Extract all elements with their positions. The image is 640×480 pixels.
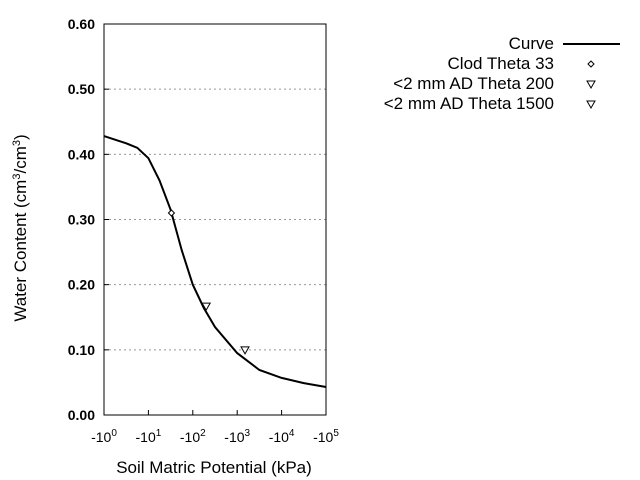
y-axis-title: Water Content (cm3/cm3) xyxy=(11,134,30,321)
legend-label: Clod Theta 33 xyxy=(448,54,554,73)
x-tick-label: -105 xyxy=(313,428,339,445)
data-point xyxy=(240,346,250,355)
data-point xyxy=(201,302,212,312)
data-markers xyxy=(167,209,250,355)
series-curve-line xyxy=(103,135,327,388)
legend-marker xyxy=(586,80,596,90)
x-tick-label: -103 xyxy=(224,428,250,445)
x-tick-label: -100 xyxy=(91,428,117,445)
y-tick-label: 0.30 xyxy=(68,212,95,228)
y-tick-label: 0.20 xyxy=(68,277,95,293)
x-axis-title: Soil Matric Potential (kPa) xyxy=(116,458,312,477)
x-tick-label: -101 xyxy=(136,428,162,445)
legend-marker xyxy=(586,100,596,110)
legend-marker xyxy=(587,60,595,68)
y-tick-label: 0.50 xyxy=(68,81,95,97)
y-tick-label: 0.60 xyxy=(68,16,95,32)
legend-label: <2 mm AD Theta 200 xyxy=(393,74,554,93)
y-tick-label: 0.40 xyxy=(68,146,95,162)
x-tick-label: -104 xyxy=(269,428,295,445)
x-axis: -100 -101 -102 -103 -104 -105 xyxy=(91,410,339,445)
y-tick-label: 0.10 xyxy=(68,342,95,358)
x-tick-label: -102 xyxy=(180,428,206,445)
legend-label: <2 mm AD Theta 1500 xyxy=(384,94,554,113)
legend-label: Curve xyxy=(509,34,554,53)
data-point xyxy=(167,209,176,217)
y-tick-label: 0.00 xyxy=(68,407,95,423)
gridlines xyxy=(104,88,326,351)
y-axis: 0.00 0.10 0.20 0.30 0.40 0.50 0.60 xyxy=(68,16,109,423)
